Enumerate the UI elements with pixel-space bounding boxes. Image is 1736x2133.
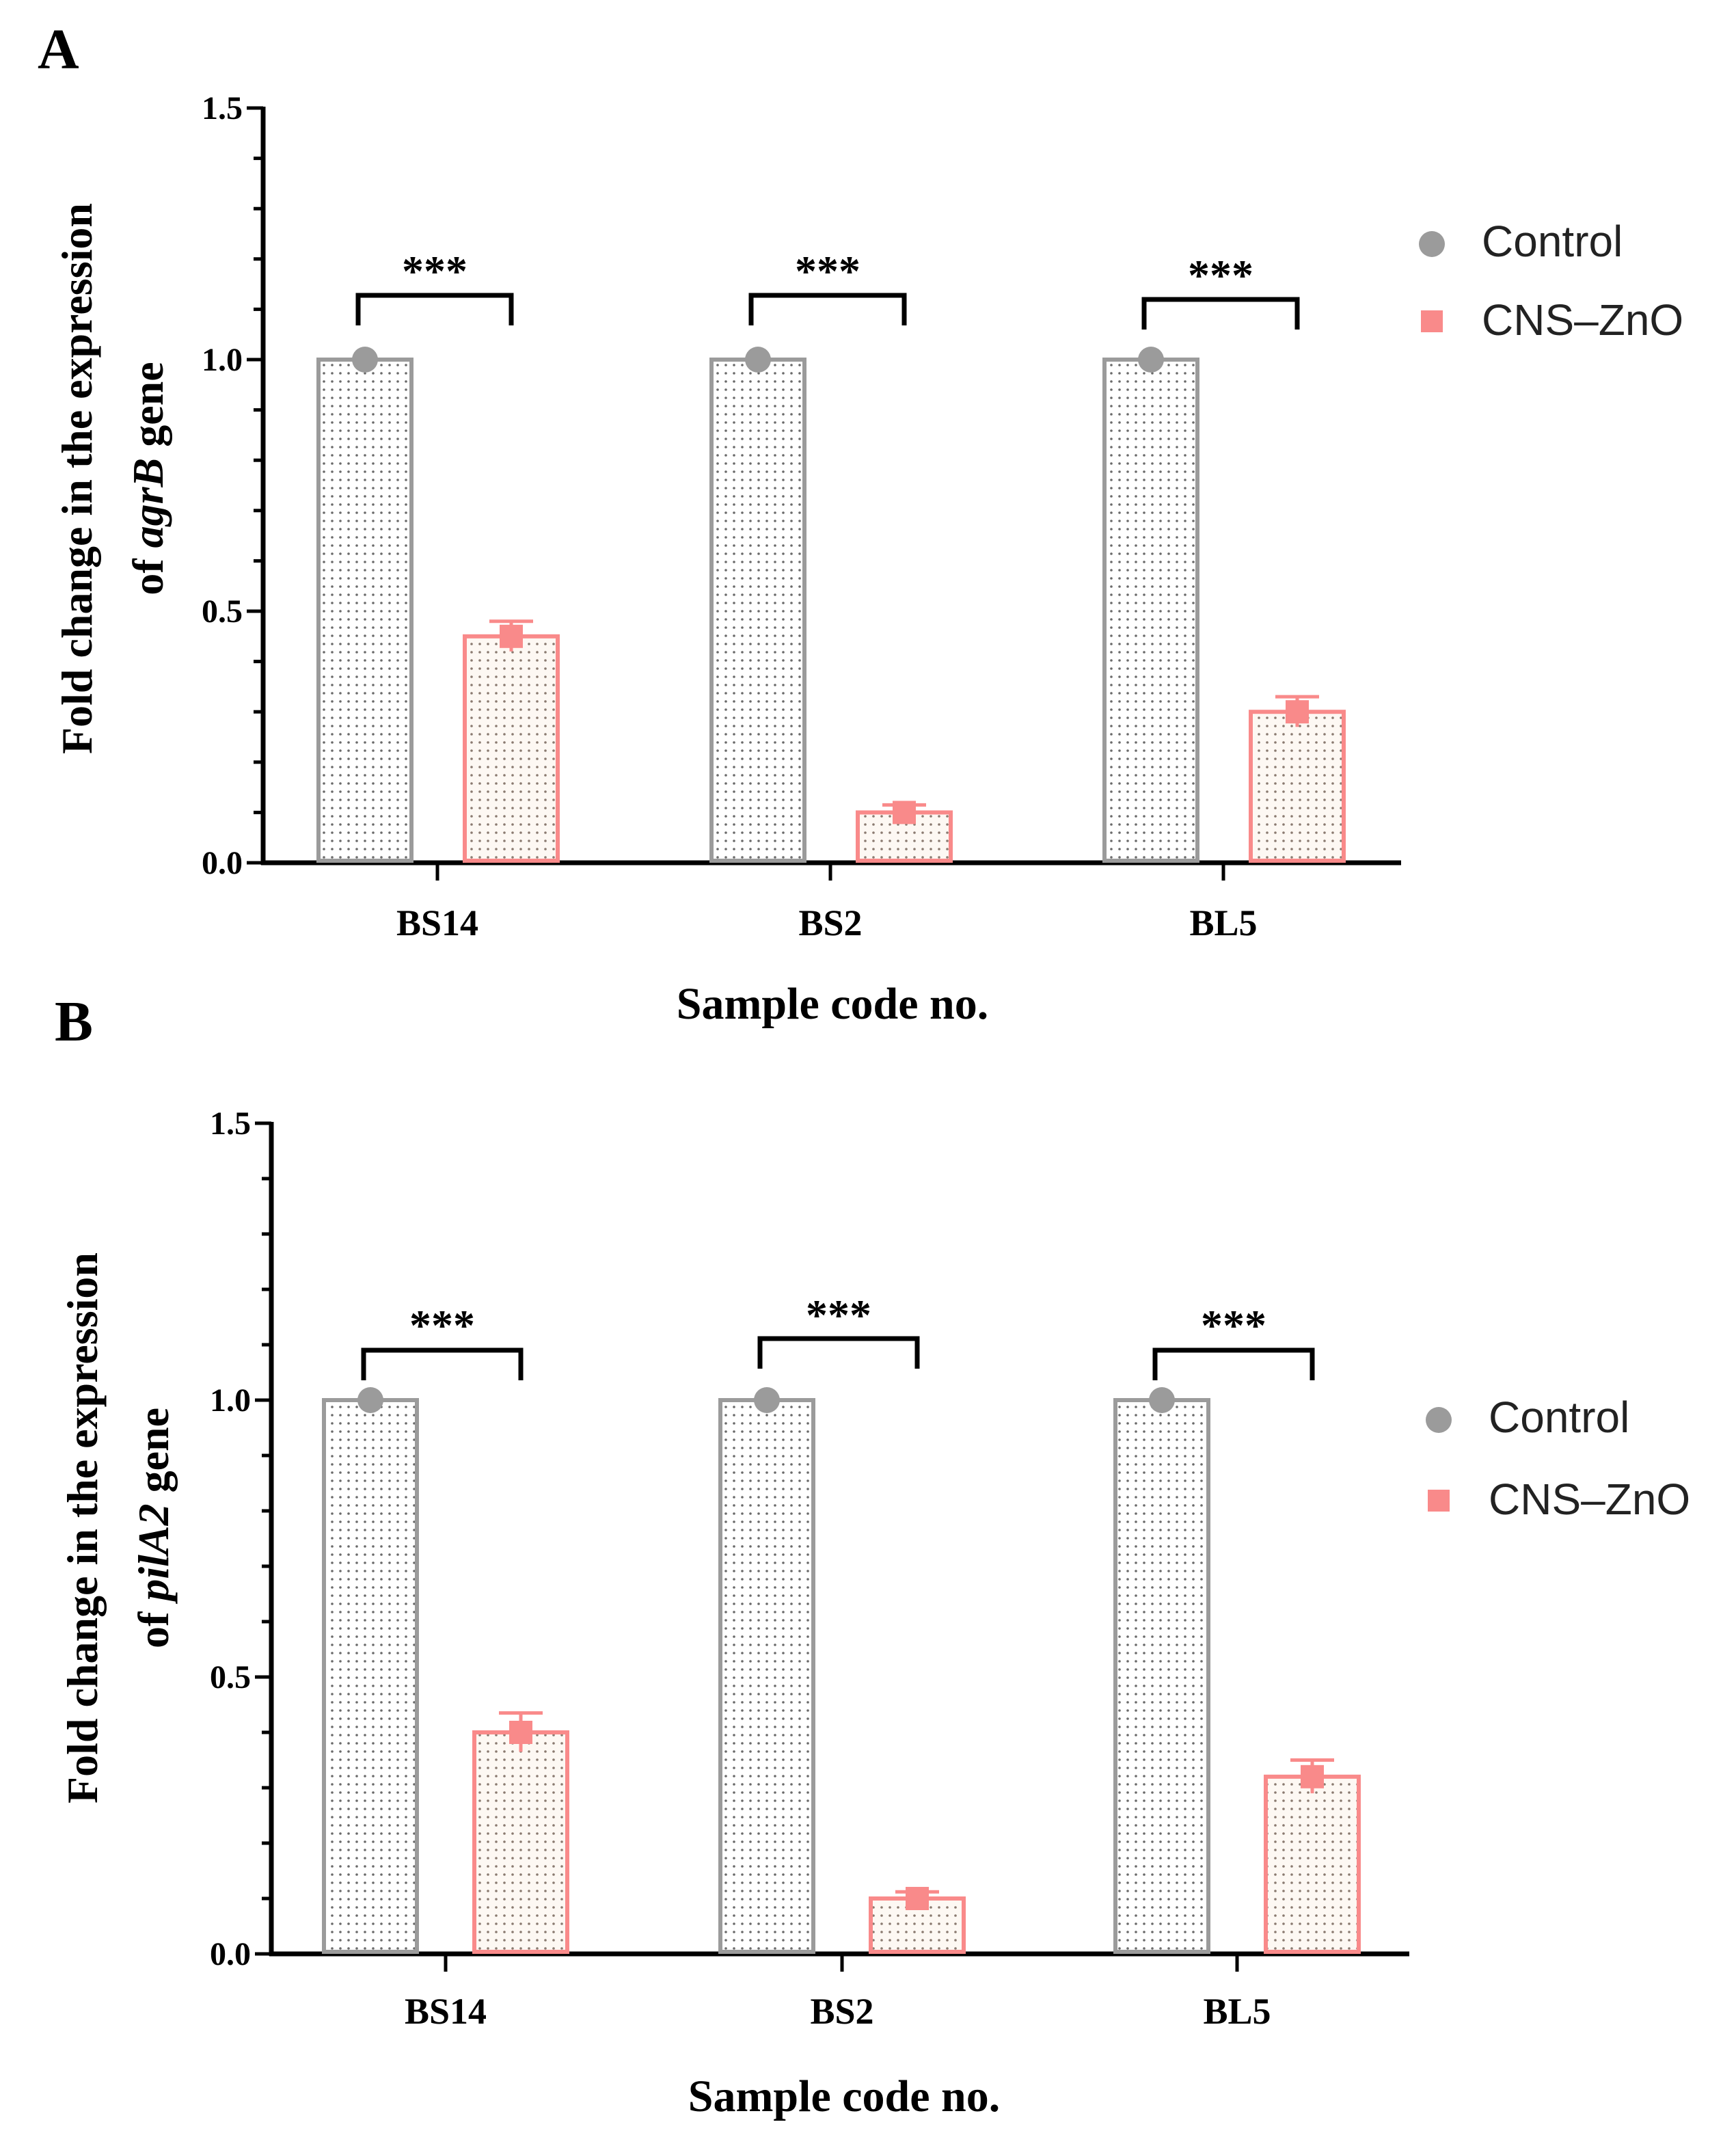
legend-label-control: Control (1489, 1393, 1629, 1442)
chart-panel-b: B 0.0 0.5 1.0 1.5 BS14 *** BS2 *** BL5 *** Sample c… (55, 990, 1690, 2121)
y-tick-label: 0.0 (210, 1936, 251, 1972)
significance-stars: *** (1188, 251, 1253, 299)
y-axis-label-suffix: gene (124, 362, 172, 457)
y-tick-label: 0.5 (202, 593, 243, 630)
point-cns-zno (1301, 1765, 1324, 1788)
bar-cns-zno (1264, 1774, 1361, 1955)
x-axis-label: Sample code no. (677, 979, 989, 1029)
bar-control (709, 358, 806, 863)
x-tick-label: BL5 (1189, 902, 1257, 943)
point-cns-zno (893, 801, 916, 824)
significance-stars: *** (402, 247, 467, 295)
point-cns-zno (509, 1721, 532, 1744)
panel-letter: A (38, 18, 79, 81)
y-axis-label-suffix: gene (129, 1408, 178, 1503)
point-control (352, 347, 378, 373)
significance-bracket (748, 293, 907, 325)
point-cns-zno (1286, 700, 1309, 724)
x-tick-label: BS14 (405, 1991, 487, 2032)
bar-control (718, 1398, 815, 1954)
y-axis-label-prefix: of (129, 1601, 178, 1648)
x-tick-label: BS14 (396, 902, 478, 943)
point-control (1149, 1387, 1175, 1413)
significance-stars: *** (1201, 1301, 1266, 1350)
legend: Control CNS–ZnO (1419, 217, 1683, 345)
significance-bracket (1152, 1347, 1315, 1380)
x-tick-label: BL5 (1203, 1991, 1271, 2032)
significance-bracket (1141, 297, 1300, 330)
x-tick-label: BS2 (798, 902, 862, 943)
point-control (754, 1387, 780, 1413)
significance-bracket (757, 1336, 920, 1369)
y-axis-label-line1: Fold change in the expression (53, 203, 101, 754)
bar-control (1113, 1398, 1210, 1954)
panel-letter: B (55, 990, 93, 1054)
bar-control (316, 358, 413, 863)
significance-bracket (355, 293, 514, 325)
point-cns-zno (906, 1887, 929, 1910)
legend-label-control: Control (1482, 217, 1623, 266)
y-axis-label-gene: agrB (124, 458, 172, 548)
y-axis-label-line2: of agrB gene (124, 362, 172, 595)
significance-stars: *** (795, 247, 860, 295)
y-tick-label: 1.5 (210, 1105, 251, 1142)
y-axis-label-line1: Fold change in the expression (58, 1252, 107, 1803)
point-control (357, 1387, 383, 1413)
legend-marker-control (1419, 231, 1445, 257)
legend-marker-control (1426, 1407, 1452, 1433)
legend-label-cns-zno: CNS–ZnO (1482, 295, 1683, 345)
bar-control (1102, 358, 1199, 863)
y-axis-label-prefix: of (124, 548, 172, 595)
legend-marker-cns-zno (1428, 1490, 1450, 1512)
point-cns-zno (500, 624, 523, 648)
y-tick-label: 1.5 (202, 90, 243, 126)
y-axis-label-gene: pilA2 (129, 1503, 178, 1604)
significance-stars: *** (409, 1301, 475, 1350)
bar-cns-zno (463, 634, 560, 863)
significance-bracket (361, 1347, 524, 1380)
y-tick-label: 1.0 (210, 1382, 251, 1419)
legend: Control CNS–ZnO (1426, 1393, 1690, 1524)
y-tick-label: 0.5 (210, 1659, 251, 1695)
point-control (745, 347, 771, 373)
chart-panel-a: A 0.0 0.5 1.0 1.5 BS14 *** BS2 *** BL5 *** Sample c… (38, 18, 1683, 1029)
legend-marker-cns-zno (1421, 310, 1443, 332)
y-axis-label-line2: of pilA2 gene (129, 1408, 178, 1648)
bar-cns-zno (472, 1730, 569, 1954)
x-axis-label: Sample code no. (688, 2071, 1001, 2121)
point-control (1138, 347, 1164, 373)
y-tick-label: 0.0 (202, 845, 243, 881)
bar-cns-zno (1249, 710, 1346, 863)
legend-label-cns-zno: CNS–ZnO (1489, 1475, 1690, 1524)
y-tick-label: 1.0 (202, 342, 243, 378)
bar-control (322, 1398, 419, 1954)
significance-stars: *** (806, 1291, 871, 1339)
x-tick-label: BS2 (810, 1991, 873, 2032)
